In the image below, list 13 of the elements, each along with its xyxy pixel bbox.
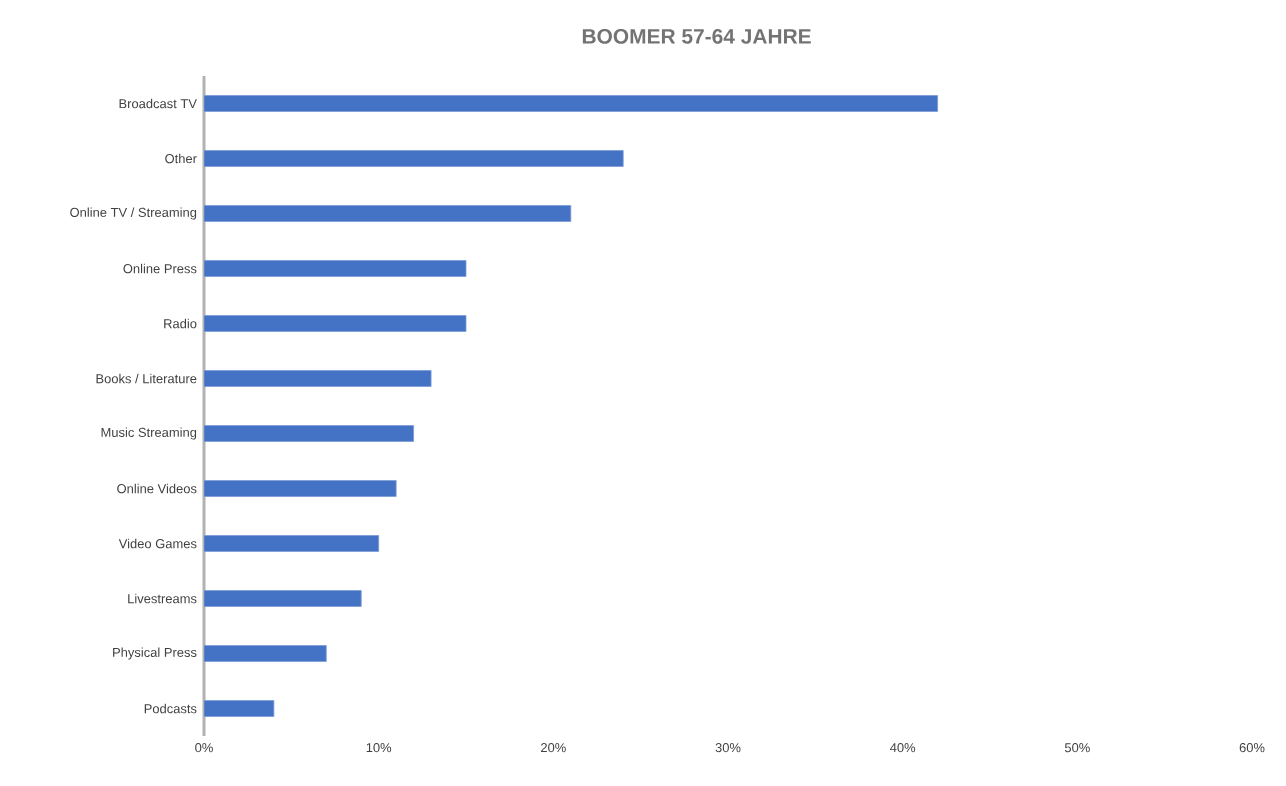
bar xyxy=(204,95,939,112)
bar xyxy=(204,700,275,717)
bar xyxy=(204,205,572,222)
bar xyxy=(204,260,467,277)
bar xyxy=(204,315,467,332)
bar xyxy=(204,370,432,387)
bar xyxy=(204,480,397,497)
bar xyxy=(204,645,327,662)
bar xyxy=(204,425,415,442)
bar xyxy=(204,150,624,167)
bar xyxy=(204,590,362,607)
chart-title: BOOMER 57-64 JAHRE xyxy=(582,29,811,44)
bar xyxy=(204,535,380,552)
